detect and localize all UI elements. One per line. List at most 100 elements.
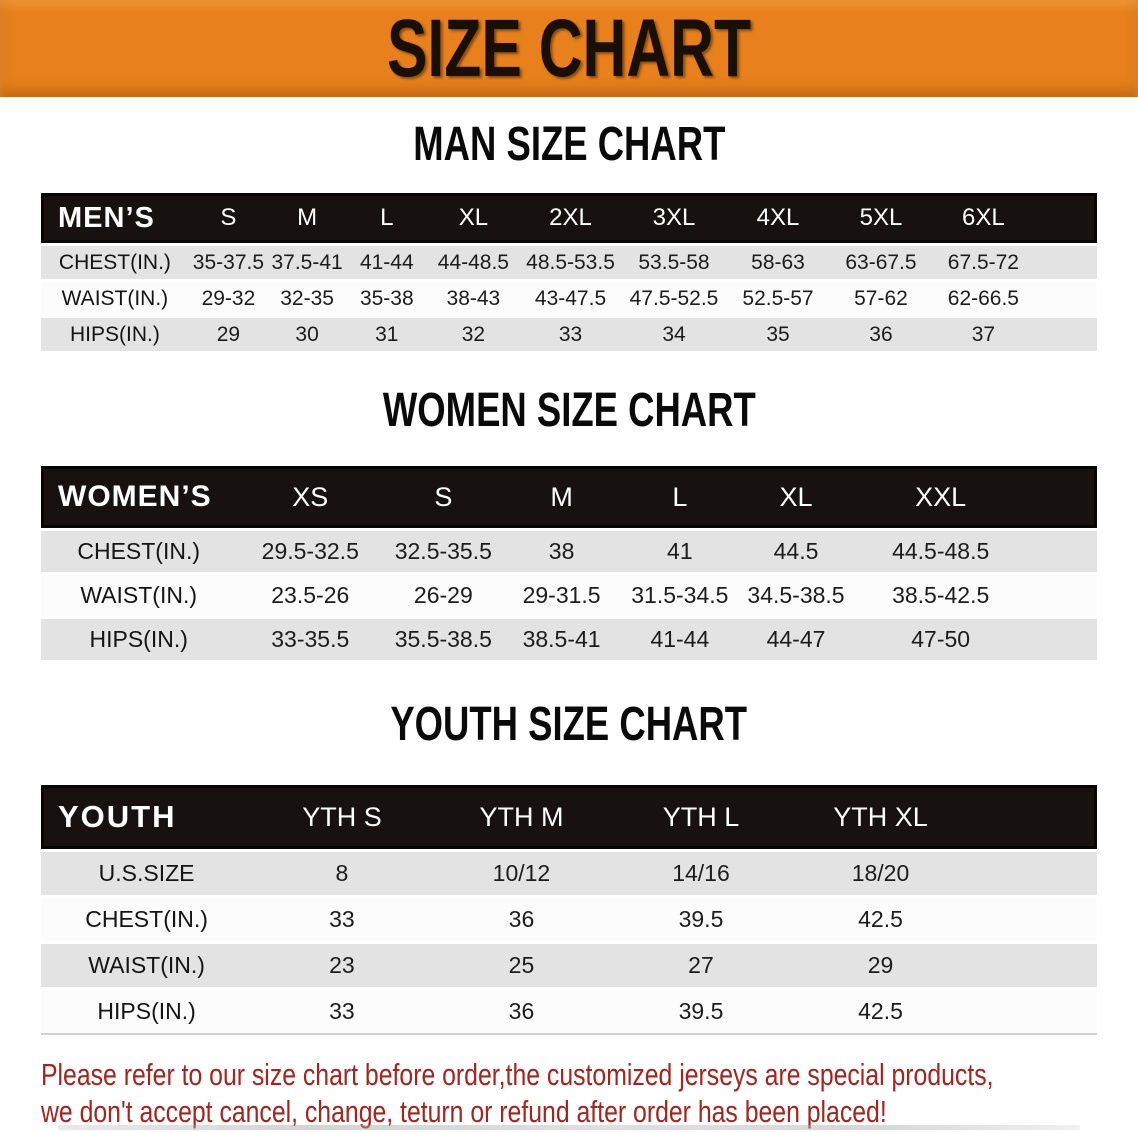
size-value-cell: 36 [431,990,612,1033]
women-section-heading: WOMEN SIZE CHART [0,354,1138,463]
row-label: HIPS(IN.) [41,619,237,660]
size-value-cell: 38.5-41 [502,619,621,660]
size-value-cell: 33 [252,898,432,941]
youth-row-3: HIPS(IN.) 33 36 39.5 42.5 [41,990,1097,1033]
size-value-cell: 32 [427,318,520,351]
men-section-heading: MAN SIZE CHART [0,97,1138,190]
row-label: HIPS(IN.) [41,318,189,351]
size-value-cell: 29 [790,944,971,987]
men-column-header: S [188,193,269,243]
size-value-cell: 14/16 [611,852,791,895]
size-value-cell: 35-38 [346,282,428,315]
youth-heading-text: YOUTH SIZE CHART [390,698,748,751]
size-value-cell: 41-44 [620,619,739,660]
men-corner-label: MEN’S [41,193,189,243]
size-value-cell: 30 [268,318,347,351]
size-value-cell: 23.5-26 [236,575,385,616]
men-size-table: MEN’S S M L XL 2XL 3XL 4XL 5XL 6XL CHEST(IN.) 35-37… [41,190,1097,354]
women-header-row: WOMEN’S XS S M L XL XXL [41,466,1097,528]
row-spacer-cell [970,898,1097,941]
youth-row-0: U.S.SIZE 8 10/12 14/16 18/20 [41,852,1097,895]
disclaimer-line-2: we don't accept cancel, change, teturn o… [41,1094,887,1129]
youth-corner-label: YOUTH [41,785,253,849]
size-value-cell: 29-31.5 [502,575,621,616]
size-value-cell: 38 [502,531,621,572]
size-value-cell: 29 [188,318,269,351]
size-value-cell: 67.5-72 [932,246,1035,279]
size-value-cell: 53.5-58 [621,246,727,279]
size-value-cell: 18/20 [790,852,971,895]
women-heading-text: WOMEN SIZE CHART [382,384,756,437]
men-row-1: WAIST(IN.) 29-32 32-35 35-38 38-43 43-47.5 47.… [41,282,1097,315]
row-label: CHEST(IN.) [41,898,253,941]
disclaimer: Please refer to our size chart before or… [41,1056,1138,1130]
size-value-cell: 48.5-53.5 [519,246,622,279]
size-value-cell: 42.5 [790,898,971,941]
youth-size-table: YOUTH YTH S YTH M YTH L YTH XL U.S.SIZE 8 10/12… [41,782,1097,1036]
row-spacer-cell [970,852,1097,895]
size-value-cell: 33-35.5 [236,619,385,660]
row-spacer-cell [970,990,1097,1033]
women-column-header: XL [738,466,854,528]
youth-section-heading: YOUTH SIZE CHART [0,663,1138,782]
row-spacer-cell [1034,282,1097,315]
youth-column-header: YTH S [252,785,432,849]
women-corner-label: WOMEN’S [41,466,237,528]
row-label: CHEST(IN.) [41,531,237,572]
row-spacer-cell [970,944,1097,987]
men-column-header: 6XL [932,193,1035,243]
women-column-header: S [384,466,503,528]
youth-column-header: YTH XL [790,785,971,849]
row-label: WAIST(IN.) [41,575,237,616]
size-value-cell: 43-47.5 [519,282,622,315]
men-heading-text: MAN SIZE CHART [412,118,726,171]
size-value-cell: 47-50 [853,619,1029,660]
men-header-spacer [1034,193,1097,243]
youth-row-2: WAIST(IN.) 23 25 27 29 [41,944,1097,987]
men-column-header: M [268,193,347,243]
size-value-cell: 41 [620,531,739,572]
size-value-cell: 23 [252,944,432,987]
size-value-cell: 44.5-48.5 [853,531,1029,572]
size-value-cell: 35.5-38.5 [384,619,503,660]
size-value-cell: 38-43 [427,282,520,315]
size-value-cell: 58-63 [726,246,830,279]
youth-header-row: YOUTH YTH S YTH M YTH L YTH XL [41,785,1097,849]
size-value-cell: 33 [519,318,622,351]
women-column-header: L [620,466,739,528]
size-value-cell: 35 [726,318,830,351]
size-value-cell: 35-37.5 [188,246,269,279]
size-value-cell: 8 [252,852,432,895]
women-row-2: HIPS(IN.) 33-35.5 35.5-38.5 38.5-41 41-44 44-… [41,619,1097,660]
men-header-row: MEN’S S M L XL 2XL 3XL 4XL 5XL 6XL [41,193,1097,243]
size-value-cell: 37.5-41 [268,246,347,279]
size-value-cell: 33 [252,990,432,1033]
youth-row-1: CHEST(IN.) 33 36 39.5 42.5 [41,898,1097,941]
row-label: U.S.SIZE [41,852,253,895]
women-size-table: WOMEN’S XS S M L XL XXL CHEST(IN.) 29.5-32.5 32.5… [41,463,1097,663]
size-value-cell: 44-47 [738,619,854,660]
row-label: CHEST(IN.) [41,246,189,279]
row-label: WAIST(IN.) [41,944,253,987]
size-value-cell: 42.5 [790,990,971,1033]
size-value-cell: 36 [431,898,612,941]
size-value-cell: 32.5-35.5 [384,531,503,572]
women-row-1: WAIST(IN.) 23.5-26 26-29 29-31.5 31.5-34.5 34… [41,575,1097,616]
women-column-header: XXL [853,466,1029,528]
men-column-header: L [346,193,428,243]
size-value-cell: 29.5-32.5 [236,531,385,572]
women-table-wrap: WOMEN’S XS S M L XL XXL CHEST(IN.) 29.5-32.5 32.5… [41,463,1097,663]
youth-column-header: YTH M [431,785,612,849]
banner: SIZE CHART [0,0,1138,97]
size-value-cell: 26-29 [384,575,503,616]
size-value-cell: 32-35 [268,282,347,315]
women-column-header: XS [236,466,385,528]
women-column-header: M [502,466,621,528]
size-value-cell: 44-48.5 [427,246,520,279]
size-value-cell: 27 [611,944,791,987]
men-column-header: 3XL [621,193,727,243]
size-value-cell: 39.5 [611,990,791,1033]
row-spacer-cell [1028,575,1097,616]
row-spacer-cell [1034,318,1097,351]
